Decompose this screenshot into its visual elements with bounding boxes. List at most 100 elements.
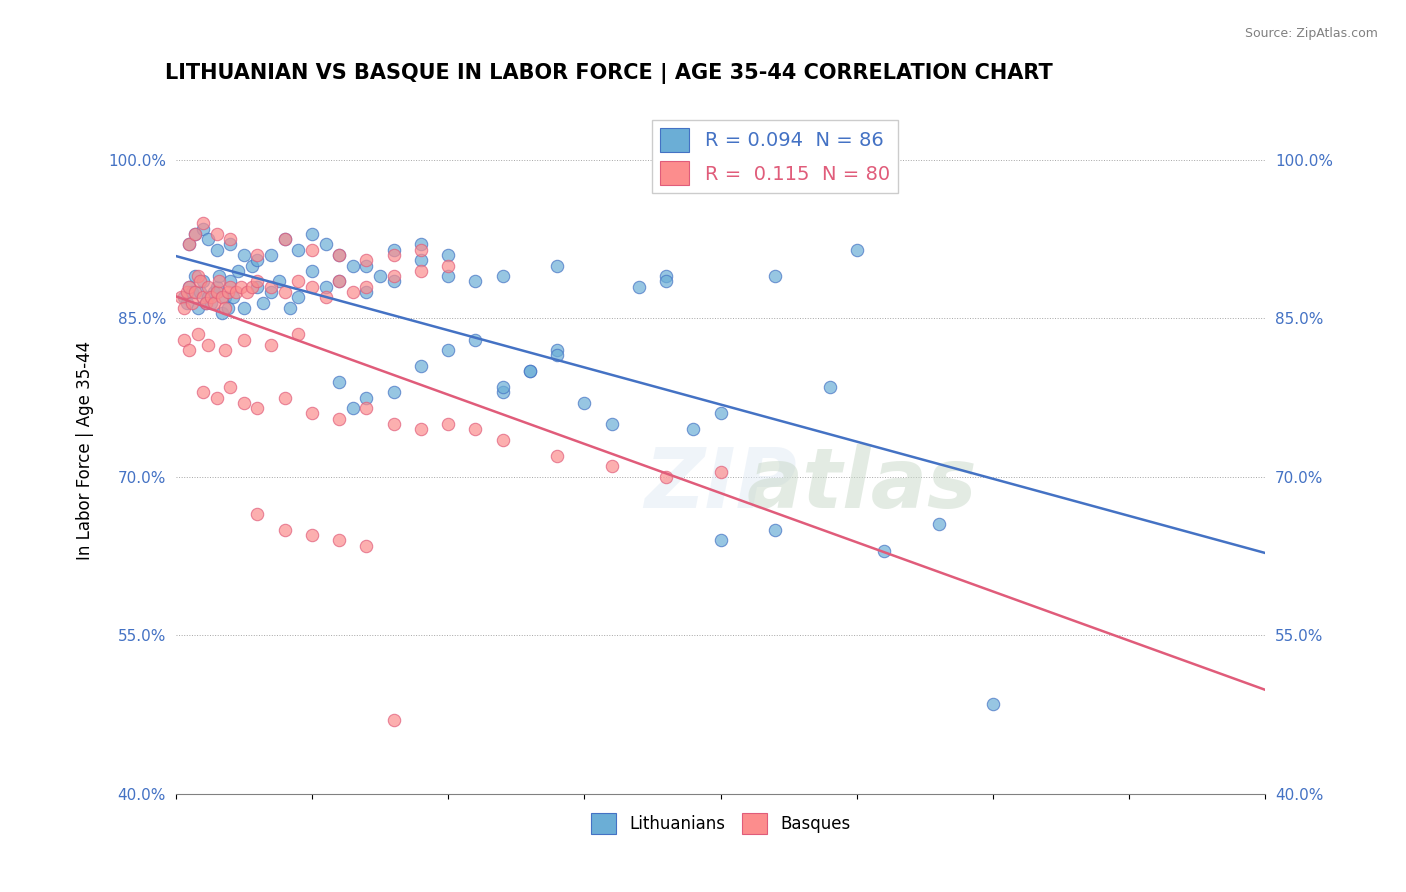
Point <box>170 290 193 304</box>
Point <box>222 290 245 304</box>
Point <box>274 232 297 246</box>
Point <box>205 243 228 257</box>
Point <box>627 279 650 293</box>
Point <box>356 391 378 405</box>
Point <box>191 290 214 304</box>
Point <box>260 248 283 262</box>
Point <box>600 417 623 431</box>
Point <box>246 274 269 288</box>
Point <box>818 380 841 394</box>
Point <box>173 301 195 315</box>
Point <box>232 396 254 410</box>
Point <box>315 237 337 252</box>
Point <box>194 295 217 310</box>
Point <box>682 422 704 436</box>
Point <box>260 285 283 299</box>
Point <box>211 290 233 304</box>
Point <box>382 417 405 431</box>
Point <box>217 285 239 299</box>
Point <box>235 285 257 299</box>
Point <box>464 422 486 436</box>
Point <box>437 259 460 273</box>
Text: Source: ZipAtlas.com: Source: ZipAtlas.com <box>1244 27 1378 40</box>
Point <box>546 348 568 362</box>
Point <box>176 295 198 310</box>
Point <box>368 269 391 284</box>
Point <box>301 407 323 421</box>
Text: ZIP: ZIP <box>644 444 797 525</box>
Legend: Lithuanians, Basques: Lithuanians, Basques <box>583 807 858 840</box>
Point <box>437 343 460 357</box>
Point <box>191 274 214 288</box>
Point <box>328 274 350 288</box>
Point <box>181 295 204 310</box>
Point <box>214 343 236 357</box>
Point <box>519 364 541 378</box>
Point <box>184 269 207 284</box>
Point <box>981 697 1004 711</box>
Point <box>287 243 309 257</box>
Point <box>342 259 364 273</box>
Point <box>492 269 515 284</box>
Point <box>214 301 236 315</box>
Point <box>655 274 678 288</box>
Point <box>211 306 233 320</box>
Point <box>274 232 297 246</box>
Point <box>205 279 228 293</box>
Point <box>382 243 405 257</box>
Point <box>409 253 432 268</box>
Point <box>437 248 460 262</box>
Point <box>928 517 950 532</box>
Point <box>202 295 225 310</box>
Point <box>231 279 253 293</box>
Point <box>274 285 297 299</box>
Point <box>328 274 350 288</box>
Point <box>200 290 222 304</box>
Point <box>546 343 568 357</box>
Point <box>328 411 350 425</box>
Point <box>519 364 541 378</box>
Point <box>492 385 515 400</box>
Point <box>763 269 786 284</box>
Point <box>274 523 297 537</box>
Text: LITHUANIAN VS BASQUE IN LABOR FORCE | AGE 35-44 CORRELATION CHART: LITHUANIAN VS BASQUE IN LABOR FORCE | AG… <box>165 63 1053 84</box>
Point <box>464 274 486 288</box>
Point <box>600 459 623 474</box>
Point <box>225 285 247 299</box>
Point <box>301 528 323 542</box>
Point <box>205 391 228 405</box>
Point <box>301 227 323 241</box>
Point <box>409 243 432 257</box>
Point <box>219 380 242 394</box>
Point <box>191 385 214 400</box>
Point <box>655 470 678 484</box>
Point <box>409 422 432 436</box>
Point <box>179 279 201 293</box>
Point <box>269 274 291 288</box>
Point <box>382 269 405 284</box>
Point <box>287 327 309 342</box>
Point <box>409 237 432 252</box>
Point <box>191 216 214 230</box>
Point <box>217 301 239 315</box>
Point <box>287 290 309 304</box>
Point <box>278 301 301 315</box>
Point <box>356 259 378 273</box>
Point <box>845 243 868 257</box>
Point <box>301 264 323 278</box>
Point <box>246 401 269 416</box>
Point <box>208 269 231 284</box>
Point <box>240 259 263 273</box>
Point <box>214 290 236 304</box>
Point <box>186 301 209 315</box>
Point <box>232 301 254 315</box>
Point <box>328 533 350 548</box>
Point <box>188 274 211 288</box>
Point <box>356 279 378 293</box>
Point <box>197 232 219 246</box>
Point <box>710 533 733 548</box>
Point <box>409 264 432 278</box>
Point <box>437 269 460 284</box>
Point <box>655 269 678 284</box>
Point <box>205 227 228 241</box>
